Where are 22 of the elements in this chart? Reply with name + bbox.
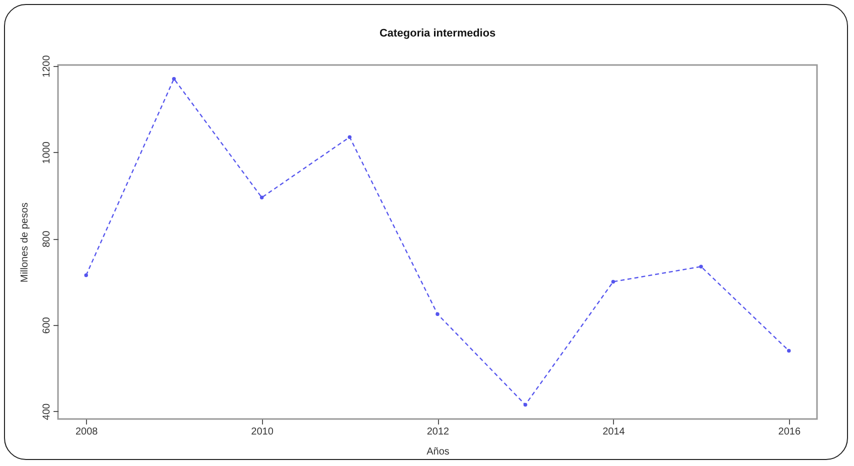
point <box>611 280 616 284</box>
point <box>787 348 791 353</box>
point <box>172 76 176 81</box>
y-axis-title: Millones de pesos <box>20 202 30 283</box>
point <box>84 273 88 278</box>
y-tick-label: 800 <box>42 230 52 248</box>
point <box>260 196 264 200</box>
point <box>699 264 703 268</box>
x-tick-label: 2012 <box>426 426 450 438</box>
x-tick-label: 2016 <box>778 426 801 438</box>
x-tick-label: 2008 <box>75 426 98 438</box>
point <box>523 402 528 407</box>
x-tick-label: 2010 <box>251 426 274 438</box>
point <box>436 312 440 316</box>
point <box>348 135 352 139</box>
y-tick-label: 1200 <box>42 54 52 78</box>
x-axis-title: Años <box>426 446 450 458</box>
y-tick-label: 1000 <box>42 141 52 164</box>
y-tick-label: 400 <box>42 402 52 420</box>
chart-title: Categoria intermedios <box>379 28 496 40</box>
x-tick-label: 2014 <box>602 426 626 438</box>
y-tick-label: 600 <box>42 316 52 334</box>
